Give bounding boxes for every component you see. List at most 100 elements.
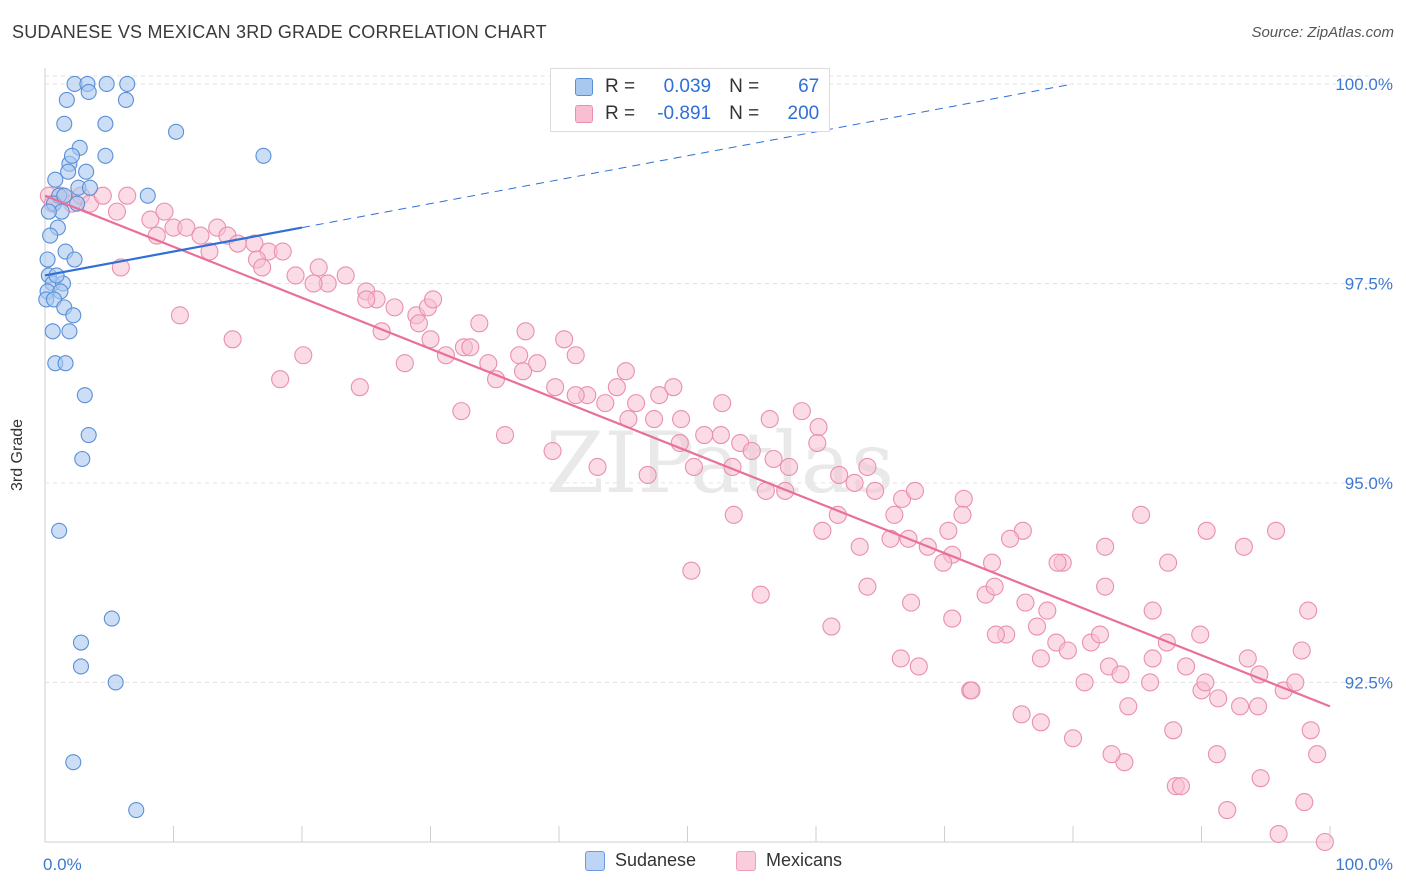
mexicans-point <box>891 649 910 668</box>
x-tick-label: 0.0% <box>43 855 82 874</box>
y-tick-label: 100.0% <box>1335 75 1393 94</box>
mexicans-point <box>779 457 799 477</box>
mexicans-point <box>1159 553 1178 572</box>
mexicans-point <box>452 402 471 421</box>
y-tick-label: 95.0% <box>1345 474 1393 493</box>
mexicans-point <box>1248 697 1268 716</box>
mexicans-point <box>1031 713 1050 732</box>
sudanese-point <box>66 251 83 268</box>
mexicans-point <box>510 346 529 365</box>
legend-item-mexicans[interactable]: Mexicans <box>736 850 842 871</box>
sudanese-point <box>107 674 124 691</box>
mexicans-point <box>1096 537 1115 556</box>
sudanese-point <box>48 267 65 284</box>
sudanese-point <box>58 91 75 108</box>
mexicans-point <box>909 657 928 676</box>
stats-legend-row-mexicans: R = -0.891 N = 200 <box>575 101 819 127</box>
y-tick-label: 97.5% <box>1345 274 1393 293</box>
mexicans-point <box>672 410 691 429</box>
mexicans-point <box>724 505 743 524</box>
mexicans-point <box>1269 824 1288 844</box>
sudanese-point <box>168 123 185 140</box>
mexicans-point <box>1016 593 1035 612</box>
mexicans-point <box>107 202 127 221</box>
mexicans-point <box>273 242 292 261</box>
mexicans-point <box>1238 649 1257 668</box>
sudanese-point <box>78 163 95 180</box>
mexicans-point <box>1132 505 1151 524</box>
mexicans-point <box>695 426 714 445</box>
sudanese-point <box>60 163 77 180</box>
mexicans-point <box>616 362 635 381</box>
mexicans-point <box>607 378 626 397</box>
sudanese-point <box>81 179 99 196</box>
mexicans-point <box>253 258 272 277</box>
sudanese-point <box>65 754 82 771</box>
mexicans-point <box>470 314 489 333</box>
mexicans-point <box>934 553 953 572</box>
mexicans-point <box>650 386 669 405</box>
mexicans-point <box>682 561 701 580</box>
sudanese-point <box>42 227 59 244</box>
mexicans-point <box>850 537 869 556</box>
legend-item-sudanese[interactable]: Sudanese <box>585 850 696 871</box>
legend-label-sudanese: Sudanese <box>615 850 697 870</box>
mexicans-point <box>858 457 877 477</box>
mexicans-point <box>1143 649 1162 668</box>
mexicans-point <box>1063 729 1083 748</box>
mexicans-point <box>155 202 174 221</box>
sudanese-point <box>44 323 61 340</box>
mexicans-point <box>1301 721 1320 740</box>
mexicans-point <box>953 505 972 524</box>
n-label: N = <box>729 76 760 97</box>
mexicans-point <box>986 625 1005 644</box>
chart-title: SUDANESE VS MEXICAN 3RD GRADE CORRELATIO… <box>12 22 547 42</box>
sudanese-point <box>80 427 97 444</box>
mexicans-point <box>1115 753 1134 772</box>
mexicans-trend-line <box>44 194 1331 708</box>
sudanese-point <box>63 147 81 164</box>
mexicans-point <box>1141 673 1160 692</box>
mexicans-legend-swatch <box>736 850 756 871</box>
mexicans-point <box>1292 641 1311 660</box>
mexicans-point <box>893 489 912 508</box>
mexicans-point <box>304 274 323 293</box>
mexicans-point <box>985 577 1004 596</box>
mexicans-point <box>1111 665 1130 684</box>
mexicans-point <box>627 394 646 413</box>
sudanese-swatch <box>575 78 593 96</box>
sudanese-point <box>57 355 74 372</box>
mexicans-point <box>858 577 877 596</box>
mexicans-point <box>711 426 730 445</box>
mexicans-point <box>385 298 404 317</box>
sudanese-point <box>39 251 56 268</box>
sudanese-point <box>97 147 114 164</box>
mexicans-point <box>809 418 828 437</box>
mexicans-point <box>792 402 811 421</box>
mexicans-point <box>1012 705 1031 724</box>
x-tick-label: 100.0% <box>1335 855 1393 874</box>
mexicans-point <box>141 210 160 229</box>
mexicans-point <box>1096 577 1115 596</box>
mexicans-point <box>830 465 849 484</box>
mexicans-point <box>684 457 703 477</box>
mexicans-point <box>1308 745 1327 764</box>
mexicans-point <box>357 290 376 309</box>
mexicans-point <box>516 322 535 341</box>
sudanese-point <box>255 147 272 164</box>
mexicans-point <box>1286 673 1305 692</box>
sudanese-r-value: 0.039 <box>663 76 712 97</box>
r-label: R = <box>605 76 636 97</box>
mexicans-point <box>845 473 864 492</box>
sudanese-point <box>98 75 115 93</box>
n-label: N = <box>729 103 760 124</box>
mexicans-point <box>543 441 562 461</box>
mexicans-point <box>1266 521 1286 540</box>
mexicans-point <box>309 258 328 277</box>
mexicans-point <box>943 609 962 628</box>
sudanese-point <box>47 171 64 188</box>
sudanese-point <box>61 323 78 340</box>
mexicans-point <box>118 186 137 205</box>
mexicans-point <box>566 386 585 405</box>
